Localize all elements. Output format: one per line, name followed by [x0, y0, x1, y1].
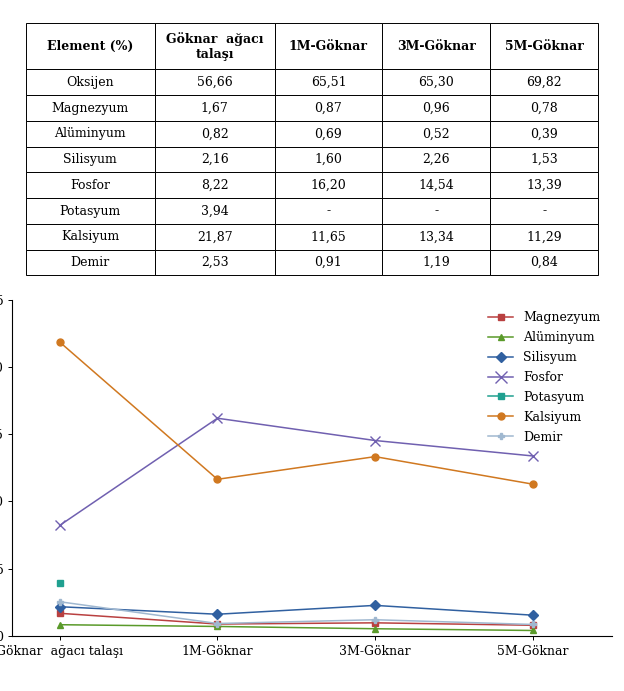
Alüminyum: [371, 625, 379, 633]
Line: Demir: Demir: [56, 598, 536, 628]
Alüminyum: [529, 626, 537, 634]
Magnezyum: [213, 620, 221, 628]
Demir: [56, 598, 64, 606]
Fosfor: [529, 452, 537, 460]
Alüminyum: [213, 623, 221, 631]
Fosfor: [213, 414, 221, 422]
Silisyum: [371, 601, 379, 609]
Kalsiyum: [213, 475, 221, 484]
Magnezyum: [529, 621, 537, 630]
Kalsiyum: [371, 453, 379, 461]
Kalsiyum: [529, 480, 537, 489]
Legend: Magnezyum, Alüminyum, Silisyum, Fosfor, Potasyum, Kalsiyum, Demir: Magnezyum, Alüminyum, Silisyum, Fosfor, …: [483, 306, 605, 448]
Demir: [529, 621, 537, 629]
Magnezyum: [56, 609, 64, 618]
Line: Fosfor: Fosfor: [55, 413, 537, 530]
Magnezyum: [371, 618, 379, 627]
Silisyum: [213, 610, 221, 618]
Line: Alüminyum: Alüminyum: [56, 621, 536, 634]
Kalsiyum: [56, 338, 64, 346]
Alüminyum: [56, 621, 64, 629]
Line: Kalsiyum: Kalsiyum: [56, 339, 536, 488]
Fosfor: [371, 436, 379, 444]
Line: Silisyum: Silisyum: [56, 602, 536, 618]
Demir: [371, 616, 379, 624]
Fosfor: [56, 521, 64, 529]
Line: Magnezyum: Magnezyum: [56, 610, 536, 629]
Silisyum: [56, 603, 64, 611]
Silisyum: [529, 611, 537, 619]
Demir: [213, 619, 221, 627]
